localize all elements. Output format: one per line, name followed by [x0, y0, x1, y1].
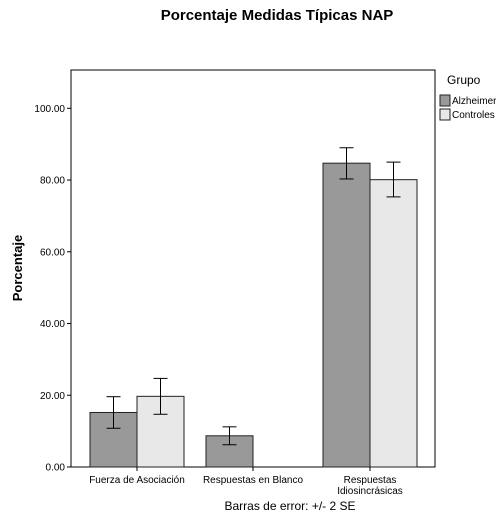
error-bars-group: [106, 147, 401, 446]
legend-title: Grupo: [447, 73, 481, 87]
legend-swatch-alzheimer: [439, 94, 451, 107]
category-label: Respuestas en Blanco: [203, 475, 304, 486]
y-tick-label: 40.00: [40, 319, 65, 330]
legend: Alzheimer Controles: [439, 94, 496, 121]
category-label: Idiosincrásicas: [337, 486, 403, 497]
y-tick-label: 20.00: [40, 391, 65, 402]
category-label: Fuerza de Asociación: [89, 475, 185, 486]
y-tick-label: 0.00: [46, 463, 66, 474]
error-bar-footnote: Barras de error: +/- 2 SE: [224, 499, 355, 513]
y-tick-label: 80.00: [40, 176, 65, 187]
legend-label-controles: Controles: [452, 110, 495, 121]
bar-controles-0: [136, 395, 185, 468]
legend-label-alzheimer: Alzheimer: [452, 96, 496, 107]
y-tick-label: 100.00: [34, 104, 65, 115]
y-tick-label: 60.00: [40, 247, 65, 258]
chart-title: Porcentaje Medidas Típicas NAP: [161, 7, 394, 24]
bar-controles-2: [369, 179, 418, 468]
y-axis-ticks: 0.00 20.00 40.00 60.00 80.00 100.00: [34, 104, 71, 474]
category-labels: Fuerza de Asociación Respuestas en Blanco…: [89, 467, 403, 497]
bars-group: [89, 162, 418, 468]
bar-alzheimer-2: [322, 162, 371, 468]
legend-swatch-controles: [439, 108, 451, 121]
y-axis-label: Porcentaje: [10, 235, 25, 301]
category-label: Respuestas: [344, 475, 397, 486]
